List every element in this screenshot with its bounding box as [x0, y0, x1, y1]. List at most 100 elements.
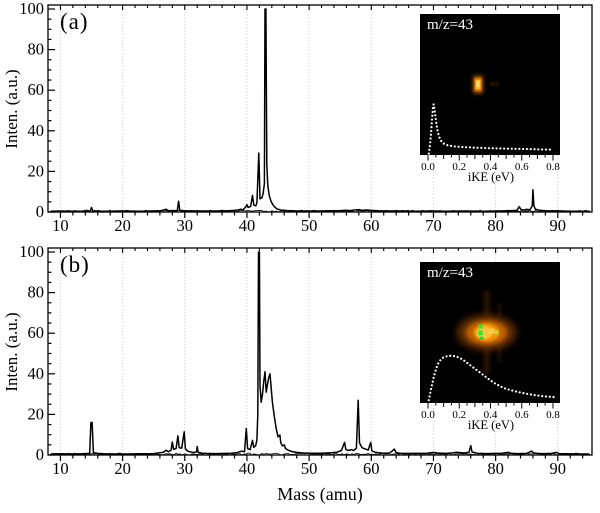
dotted-curve-dot: [511, 389, 514, 392]
x-tick-label: 40: [239, 216, 256, 235]
dotted-curve-dot: [446, 144, 449, 147]
inset-b-mz-label: m/z=43: [427, 265, 473, 281]
dotted-curve-dot: [499, 147, 502, 150]
inset-image-plot: 0.0 0.2 0.4 0.6 0.8: [420, 14, 560, 173]
inset-x-tick-label: 0.4: [484, 409, 498, 421]
x-tick-label: 90: [550, 216, 567, 235]
inset-x-tick-label: 0.8: [546, 409, 560, 421]
dotted-curve-dot: [429, 137, 432, 140]
ion-blob-hotspot: [488, 328, 495, 334]
dotted-curve-dot: [432, 376, 435, 379]
dotted-curve-dot: [435, 121, 438, 124]
inset-x-tick-label: 0.0: [421, 409, 435, 421]
dotted-curve-dot: [437, 132, 440, 136]
inset-a-mz-label: m/z=43: [427, 17, 473, 33]
ion-blob-green-pixel: [479, 336, 484, 340]
dotted-curve-dot: [507, 388, 510, 391]
dotted-curve-dot: [481, 373, 484, 376]
dotted-curve-dot: [503, 387, 507, 390]
dotted-curve-dot: [430, 126, 433, 129]
y-tick-label: 80: [28, 40, 45, 59]
x-tick-label: 70: [425, 459, 442, 478]
plot-frame: [47, 4, 593, 213]
dotted-curve-dot: [510, 147, 513, 150]
inset-x-tick-label: 0.6: [515, 409, 529, 421]
dotted-curve-dot: [497, 384, 500, 387]
dotted-curve-dot: [529, 148, 532, 151]
dotted-curve-dot: [432, 103, 435, 106]
dotted-curve-dot: [452, 354, 456, 358]
dotted-curve-dot: [433, 373, 436, 376]
inset-x-tick-label: 0.6: [515, 161, 529, 173]
dotted-curve-dot: [537, 148, 540, 151]
x-tick-label: 40: [239, 459, 256, 478]
ion-blob-green-pixel: [478, 324, 483, 329]
dotted-curve-dot: [449, 144, 453, 148]
dotted-curve-dot: [522, 147, 525, 151]
y-tick-label: 40: [28, 121, 45, 140]
y-tick-label: 60: [28, 80, 45, 99]
y-axis-title-b: Inten. (a.u.): [2, 312, 21, 392]
dotted-curve-dot: [544, 148, 548, 151]
inset-b-xaxis-title: iKE (eV): [467, 418, 515, 432]
ion-blob-core: [476, 81, 480, 87]
x-axis-title: Mass (amu): [277, 484, 363, 504]
dotted-curve-dot: [544, 395, 548, 398]
dotted-curve-dot: [475, 368, 478, 371]
dotted-curve-dot: [430, 118, 434, 121]
dotted-curve-dot: [514, 147, 517, 150]
x-tick-label: 60: [363, 216, 380, 235]
dotted-curve-dot: [433, 106, 436, 109]
dotted-curve-dot: [500, 385, 503, 388]
y-tick-label: 100: [19, 242, 44, 261]
dotted-curve-dot: [533, 393, 536, 397]
dotted-curve-dot: [435, 125, 438, 128]
dotted-curve-dot: [449, 354, 452, 357]
panel-b-label: (b): [60, 252, 90, 277]
dotted-curve-dot: [429, 141, 432, 144]
dotted-curve-dot: [453, 145, 456, 148]
dotted-curve-dot: [430, 387, 433, 391]
dotted-curve-dot: [469, 364, 472, 367]
y-tick-label: 60: [28, 323, 45, 342]
dotted-curve-dot: [548, 148, 551, 151]
y-axis-title-a: Inten. (a.u.): [2, 69, 21, 149]
dotted-curve-dot: [427, 152, 430, 155]
dotted-curve-dot: [428, 144, 432, 148]
dotted-curve-dot: [457, 145, 460, 148]
dotted-curve-dot: [434, 114, 437, 117]
dotted-curve-dot: [506, 147, 510, 150]
y-tick-label: 20: [28, 404, 45, 423]
y-tick-label: 40: [28, 364, 45, 383]
dotted-curve-dot: [466, 361, 469, 365]
dotted-curve-dot: [480, 146, 483, 150]
x-tick-label: 20: [114, 459, 131, 478]
x-tick-label: 90: [550, 459, 567, 478]
dotted-curve-dot: [487, 377, 490, 381]
dotted-curve-dot: [465, 146, 468, 149]
dotted-curve-dot: [484, 375, 487, 378]
dotted-curve-dot: [430, 122, 433, 125]
dotted-curve-dot: [435, 365, 438, 369]
y-tick-label: 80: [28, 283, 45, 302]
x-tick-label: 80: [487, 459, 504, 478]
dotted-curve-dot: [431, 110, 434, 114]
dotted-curve-dot: [522, 392, 525, 395]
dotted-curve-dot: [514, 390, 518, 393]
dotted-curve-dot: [541, 394, 544, 398]
x-tick-label: 10: [52, 216, 69, 235]
inset-x-tick-label: 0.2: [452, 409, 466, 421]
dotted-curve-dot: [445, 355, 448, 358]
dotted-curve-dot: [428, 148, 431, 151]
dotted-curve-dot: [490, 380, 493, 383]
dotted-curve-dot: [476, 146, 479, 149]
dotted-curve-dot: [436, 129, 439, 132]
dotted-curve-dot: [503, 147, 506, 150]
x-tick-label: 30: [177, 459, 194, 478]
dotted-curve-dot: [541, 148, 544, 151]
dotted-curve-dot: [478, 371, 481, 374]
dotted-curve-dot: [472, 366, 475, 369]
